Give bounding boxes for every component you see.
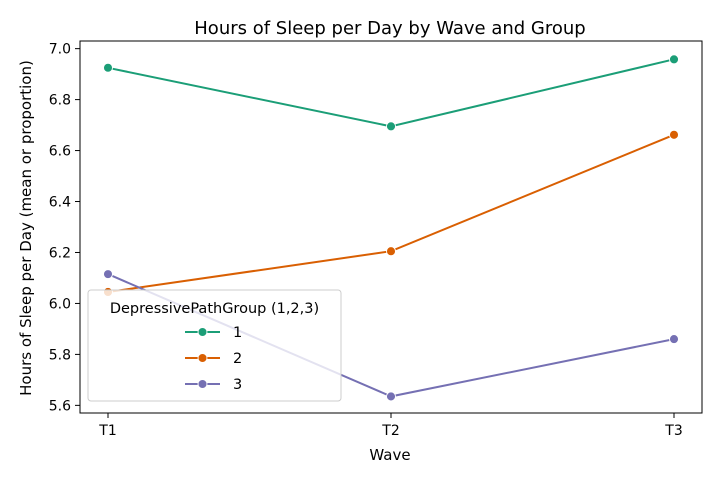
series-2-point [387, 247, 396, 256]
series-1-point [104, 63, 113, 72]
series-1-point [387, 122, 396, 131]
x-tick-label: T3 [664, 423, 682, 439]
legend-swatch-marker [198, 380, 207, 389]
chart-title: Hours of Sleep per Day by Wave and Group [194, 18, 585, 39]
y-axis: 5.6 5.8 6.0 6.2 6.4 6.6 6.8 7.0 [49, 42, 80, 415]
legend: DepressivePathGroup (1,2,3) 1 2 3 [88, 290, 341, 401]
y-tick-label: 5.6 [49, 398, 71, 414]
legend-swatch-marker [198, 328, 207, 337]
series-2-point [670, 130, 679, 139]
series-3-point [387, 392, 396, 401]
y-tick-label: 6.4 [49, 195, 71, 211]
series-3-point [104, 270, 113, 279]
legend-entry-label: 3 [233, 377, 242, 393]
y-tick-label: 7.0 [49, 42, 71, 58]
legend-title: DepressivePathGroup (1,2,3) [110, 301, 319, 317]
x-tick-label: T2 [381, 423, 399, 439]
legend-entry-label: 1 [233, 325, 242, 341]
x-axis-label: Wave [369, 446, 410, 464]
y-axis-label: Hours of Sleep per Day (mean or proporti… [17, 60, 35, 396]
legend-entry-label: 2 [233, 351, 242, 367]
series-1-line [108, 59, 674, 126]
y-tick-label: 6.2 [49, 245, 71, 261]
legend-swatch-marker [198, 354, 207, 363]
series-2-line [108, 135, 674, 292]
series-3-point [670, 335, 679, 344]
y-tick-label: 6.6 [49, 144, 71, 160]
y-tick-label: 6.0 [49, 296, 71, 312]
x-axis: T1 T2 T3 [98, 413, 682, 439]
y-tick-label: 6.8 [49, 93, 71, 109]
y-tick-label: 5.8 [49, 347, 71, 363]
x-tick-label: T1 [98, 423, 116, 439]
series-1-point [670, 55, 679, 64]
